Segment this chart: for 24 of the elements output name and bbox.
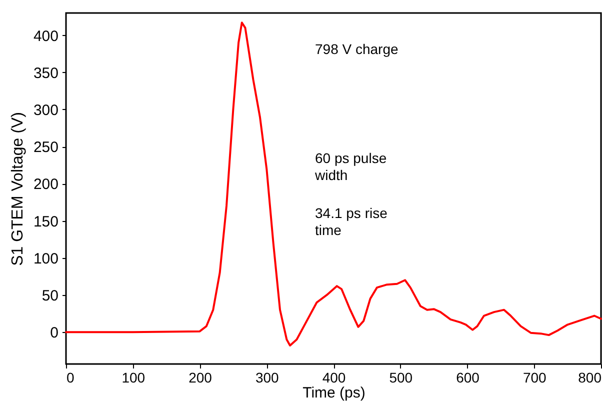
annotation: 798 V charge [315,41,398,57]
x-tick-label: 0 [66,370,74,386]
annotation: 34.1 ps rise time [315,205,388,238]
y-tick-label: 200 [33,176,58,194]
y-tick-label: 100 [33,250,58,268]
y-axis-title: S1 GTEM Voltage (V) [9,112,26,266]
x-tick-label: 200 [188,370,212,386]
annotation: 60 ps pulse width [314,150,387,183]
x-tick-label: 100 [122,370,146,386]
x-tick-label: 300 [255,370,280,386]
x-axis-title: Time (ps) [302,384,366,402]
line-series [65,22,602,346]
x-tick-label: 400 [322,370,346,386]
y-tick-label: 350 [33,64,58,82]
x-tick-label: 700 [522,370,547,386]
y-tick-label: 0 [50,324,58,342]
y-tick-label: 250 [33,139,58,156]
y-tick-label: 50 [42,287,58,304]
y-tick-label: 150 [33,213,58,230]
x-tick-label: 800 [578,370,602,386]
x-tick-label: 500 [389,370,413,386]
y-tick-label: 400 [33,28,58,45]
x-tick-label: 600 [456,370,480,386]
y-tick-label: 300 [33,102,58,119]
